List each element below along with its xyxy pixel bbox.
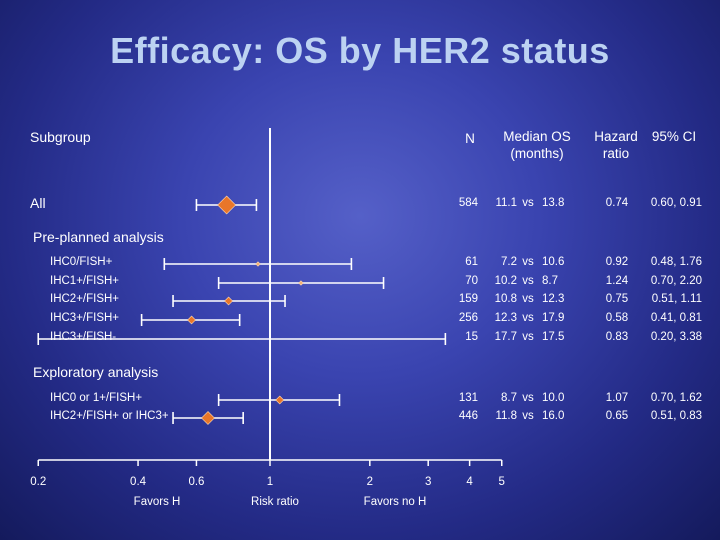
hazard-ratio-header-line1: Hazard — [594, 129, 638, 144]
row-median-h-4: 12.3 — [494, 312, 517, 324]
row-hr-2: 1.24 — [605, 275, 629, 287]
row-median-h-2: 10.2 — [494, 275, 517, 287]
row-ci-2: 0.70, 2.20 — [650, 275, 702, 287]
row-median-noh-5: 17.5 — [542, 331, 565, 343]
row-vs-6: vs — [522, 392, 534, 404]
row-vs-0: vs — [522, 197, 534, 209]
row-ci-0: 0.60, 0.91 — [650, 197, 702, 209]
row-median-h-1: 7.2 — [501, 256, 517, 268]
hr-marker-4 — [187, 315, 196, 325]
row-ci-7: 0.51, 0.83 — [650, 410, 702, 422]
hazard-ratio-header: Hazard ratio — [588, 128, 644, 162]
row-vs-4: vs — [522, 312, 534, 324]
row-n-1: 61 — [465, 256, 478, 268]
row-n-7: 446 — [458, 410, 478, 422]
row-hr-1: 0.92 — [605, 256, 629, 268]
median-os-header-line2: (months) — [510, 146, 564, 161]
row-vs-7: vs — [522, 410, 534, 422]
x-tick-label-7: 5 — [498, 476, 505, 488]
row-n-0: 584 — [458, 197, 478, 209]
row-median-noh-6: 10.0 — [542, 392, 565, 404]
ci-header: 95% CI — [651, 129, 697, 144]
row-n-5: 15 — [465, 331, 478, 343]
row-median-noh-2: 8.7 — [542, 275, 558, 287]
row-median-h-6: 8.7 — [501, 392, 517, 404]
preplanned-section-label: Pre-planned analysis — [33, 229, 164, 245]
median-os-header-line1: Median OS — [503, 129, 571, 144]
favors-h-label: Favors H — [133, 496, 181, 508]
row-median-noh-3: 12.3 — [542, 293, 565, 305]
row-ci-4: 0.41, 0.81 — [650, 312, 702, 324]
row-median-noh-0: 13.8 — [542, 197, 565, 209]
median-os-header: Median OS (months) — [492, 128, 582, 162]
hr-marker-6 — [275, 395, 285, 405]
row-label-5: IHC3+/FISH- — [50, 331, 117, 343]
row-hr-5: 0.83 — [605, 331, 629, 343]
row-median-noh-1: 10.6 — [542, 256, 565, 268]
row-median-h-0: 11.1 — [495, 197, 517, 209]
row-vs-2: vs — [522, 275, 534, 287]
hr-marker-1 — [255, 261, 261, 267]
row-ci-6: 0.70, 1.62 — [650, 392, 702, 404]
hr-marker-0 — [217, 195, 237, 215]
x-tick-label-0: 0.2 — [30, 476, 47, 488]
row-label-6: IHC0 or 1+/FISH+ — [50, 392, 143, 404]
row-label-7: IHC2+/FISH+ or IHC3+ — [50, 410, 169, 422]
hr-marker-3 — [224, 296, 233, 306]
row-vs-1: vs — [522, 256, 534, 268]
row-label-3: IHC2+/FISH+ — [50, 293, 120, 305]
slide-title: Efficacy: OS by HER2 status — [110, 30, 610, 71]
x-tick-label-3: 1 — [266, 476, 274, 488]
n-header: N — [465, 131, 475, 146]
x-tick-label-1: 0.4 — [130, 476, 147, 488]
row-ci-3: 0.51, 1.11 — [651, 293, 702, 305]
hazard-ratio-header-line2: ratio — [602, 146, 630, 161]
row-hr-3: 0.75 — [605, 293, 629, 305]
row-n-4: 256 — [458, 312, 478, 324]
row-ci-5: 0.20, 3.38 — [650, 331, 702, 343]
row-median-h-5: 17.7 — [494, 331, 517, 343]
row-n-2: 70 — [465, 275, 478, 287]
hr-marker-2 — [298, 280, 304, 286]
row-vs-5: vs — [522, 331, 534, 343]
row-label-2: IHC1+/FISH+ — [50, 275, 120, 287]
risk-ratio-label: Risk ratio — [251, 496, 299, 508]
row-hr-0: 0.74 — [605, 197, 629, 209]
x-tick-label-4: 2 — [366, 476, 374, 488]
x-tick-label-2: 0.6 — [188, 476, 205, 488]
row-median-noh-4: 17.9 — [542, 312, 565, 324]
hr-marker-7 — [201, 411, 215, 425]
row-label-0: All — [30, 195, 46, 211]
row-median-h-7: 11.8 — [495, 410, 517, 422]
row-label-1: IHC0/FISH+ — [50, 256, 113, 268]
row-median-h-3: 10.8 — [494, 293, 517, 305]
exploratory-section-label: Exploratory analysis — [33, 364, 159, 380]
row-hr-7: 0.65 — [605, 410, 629, 422]
row-ci-1: 0.48, 1.76 — [650, 256, 702, 268]
row-vs-3: vs — [522, 293, 534, 305]
favors-no-h-label: Favors no H — [363, 496, 427, 508]
row-n-3: 159 — [458, 293, 478, 305]
row-hr-4: 0.58 — [605, 312, 629, 324]
x-tick-label-6: 4 — [466, 476, 473, 488]
row-hr-6: 1.07 — [605, 392, 629, 404]
row-median-noh-7: 16.0 — [542, 410, 565, 422]
subgroup-header: Subgroup — [30, 129, 91, 145]
row-label-4: IHC3+/FISH+ — [50, 312, 120, 324]
x-tick-label-5: 3 — [424, 476, 432, 488]
row-n-6: 131 — [458, 392, 478, 404]
